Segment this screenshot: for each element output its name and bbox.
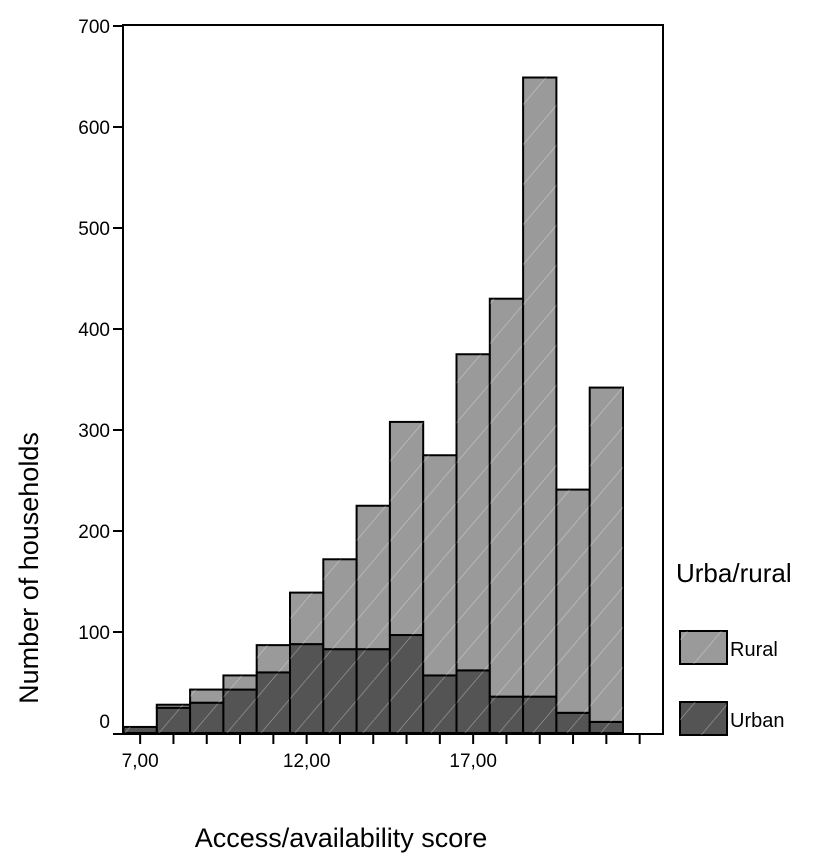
bar-urban <box>222 688 258 735</box>
y-tick-label: 300 <box>78 421 110 442</box>
y-tick-label: 500 <box>78 219 110 240</box>
y-tick-label: 400 <box>78 320 110 341</box>
bar-rural <box>189 688 225 704</box>
legend-label-urban: Urban <box>730 710 784 732</box>
bar-urban <box>255 671 292 735</box>
legend-title: Urba/rural <box>676 558 792 588</box>
bar-urban <box>455 669 491 735</box>
bar-rural <box>222 674 258 691</box>
bar-rural <box>422 454 458 677</box>
bar-rural <box>488 297 525 698</box>
bar-rural <box>522 76 558 698</box>
y-tick-label: 700 <box>78 17 110 38</box>
x-tick-label: 17,00 <box>449 751 497 772</box>
bar-urban <box>155 706 192 734</box>
bar-rural <box>322 558 358 651</box>
bar-urban <box>388 634 425 735</box>
bar-rural <box>588 386 625 723</box>
bar-rural <box>555 488 591 714</box>
bar-urban <box>488 695 525 735</box>
legend-label-rural: Rural <box>730 639 778 661</box>
y-axis-title: Number of households <box>14 432 44 704</box>
bar-rural <box>255 644 292 674</box>
bar-rural <box>388 420 425 637</box>
bar-urban <box>555 711 591 734</box>
bar-urban <box>588 720 625 735</box>
bar-urban <box>122 725 158 735</box>
bar-urban <box>355 648 391 734</box>
bar-rural <box>455 353 491 672</box>
y-axis: 0 100 200 300 400 500 600 700 <box>78 17 123 735</box>
x-axis: 7,00 12,00 17,00 <box>122 734 641 772</box>
bar-rural <box>289 591 325 646</box>
bar-urban <box>322 648 358 734</box>
bar-rural <box>355 504 391 651</box>
x-axis-title: Access/availability score <box>195 823 488 853</box>
bar-urban <box>522 695 558 735</box>
bar-rural <box>155 703 192 709</box>
bar-urban <box>189 701 225 735</box>
x-tick-label: 7,00 <box>122 751 159 772</box>
y-tick-label: 600 <box>78 118 110 139</box>
bars-group <box>122 76 625 735</box>
bar-urban <box>289 643 325 734</box>
y-tick-label: 0 <box>99 712 110 733</box>
bar-urban <box>422 674 458 734</box>
legend-swatch-urban <box>679 701 728 736</box>
y-tick-label: 200 <box>78 522 110 543</box>
legend: Urba/rural Rural Urban <box>676 558 792 736</box>
legend-swatch-rural <box>679 630 728 665</box>
x-tick-label: 12,00 <box>283 751 331 772</box>
y-tick-label: 100 <box>78 623 110 644</box>
